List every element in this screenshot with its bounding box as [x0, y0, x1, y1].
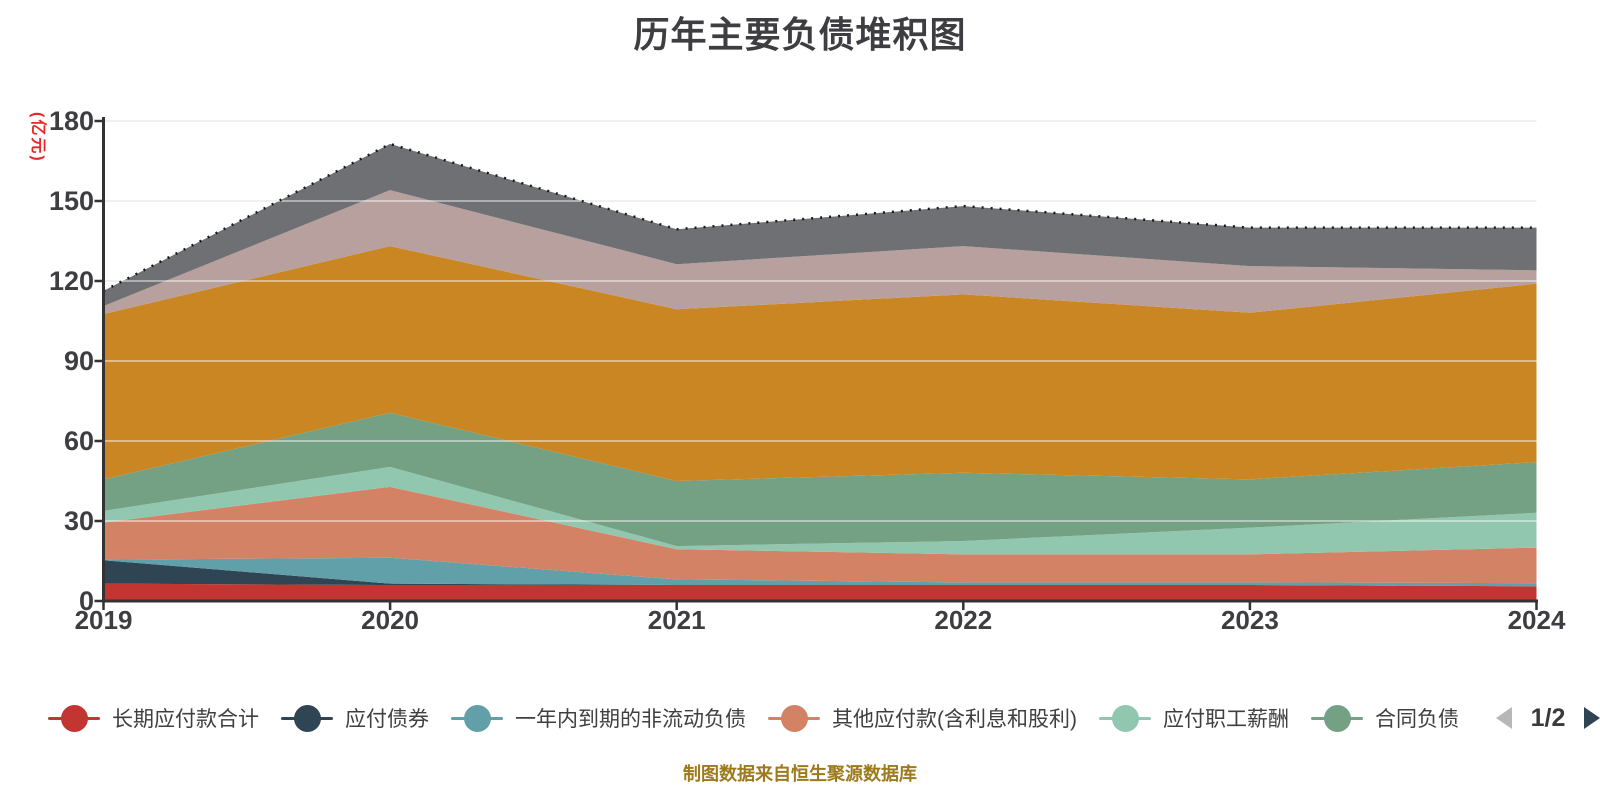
- area-series-4: [103, 466, 1537, 555]
- x-axis-label-2022: 2022: [934, 605, 993, 635]
- area-series-8: [103, 143, 1537, 307]
- area-series-5: [103, 412, 1537, 547]
- area-series-6: [103, 246, 1537, 481]
- legend-item-4[interactable]: 应付职工薪酬: [1099, 703, 1289, 733]
- x-axis-label-2019: 2019: [74, 605, 133, 635]
- legend-label: 应付债券: [345, 708, 429, 731]
- legend-marker-icon: [1099, 704, 1151, 732]
- legend-page-indicator: 1/2: [1530, 703, 1566, 732]
- y-axis-label-0: 0: [78, 586, 94, 616]
- y-axis-label-120: 120: [48, 266, 94, 296]
- legend-marker-icon: [1311, 704, 1363, 732]
- legend-marker-icon: [451, 704, 503, 732]
- legend-dot-icon: [293, 704, 321, 732]
- legend-prev-page-icon[interactable]: [1496, 707, 1512, 729]
- x-axis-label-2023: 2023: [1220, 605, 1279, 635]
- source-note: 制图数据来自恒生聚源数据库: [683, 764, 917, 784]
- legend: 长期应付款合计 应付债券 一年内到期的非流动负债 其他应付款(含利息和股利) 应付职工薪…: [48, 698, 1492, 738]
- y-axis-label-60: 60: [63, 426, 94, 456]
- legend-dot-icon: [463, 704, 491, 732]
- x-axis-label-2024: 2024: [1507, 605, 1566, 635]
- legend-item-2[interactable]: 一年内到期的非流动负债: [451, 703, 746, 733]
- legend-dot-icon: [60, 704, 88, 732]
- area-series-0: [103, 583, 1537, 601]
- legend-item-1[interactable]: 应付债券: [281, 703, 429, 733]
- legend-label: 长期应付款合计: [112, 708, 259, 731]
- legend-label: 应付职工薪酬: [1163, 708, 1289, 731]
- y-axis-label-180: 180: [48, 106, 94, 136]
- total-dotted-line: [102, 142, 1537, 292]
- legend-marker-icon: [768, 704, 820, 732]
- page-title: 历年主要负债堆积图: [633, 14, 967, 55]
- area-series-3: [103, 486, 1537, 584]
- legend-item-0[interactable]: 长期应付款合计: [48, 703, 259, 733]
- area-series-7: [103, 190, 1537, 315]
- legend-item-3[interactable]: 其他应付款(含利息和股利): [768, 703, 1077, 733]
- x-axis-label-2021: 2021: [647, 605, 706, 635]
- legend-pagination: 1/2: [1496, 698, 1600, 738]
- legend-next-page-icon[interactable]: [1583, 707, 1600, 729]
- y-axis-label-90: 90: [63, 346, 94, 376]
- legend-item-5[interactable]: 合同负债: [1311, 703, 1459, 733]
- x-axis-label-2020: 2020: [361, 605, 420, 635]
- legend-dot-icon: [1323, 704, 1351, 732]
- legend-label: 一年内到期的非流动负债: [515, 708, 746, 731]
- legend-marker-icon: [281, 704, 333, 732]
- area-series-2: [103, 557, 1537, 587]
- area-series-1: [103, 560, 1537, 587]
- legend-label: 其他应付款(含利息和股利): [832, 708, 1077, 731]
- legend-marker-icon: [48, 704, 100, 732]
- legend-dot-icon: [780, 704, 808, 732]
- y-axis-label-150: 150: [48, 186, 94, 216]
- legend-label: 合同负债: [1375, 708, 1459, 731]
- y-axis-label-30: 30: [63, 506, 94, 536]
- legend-dot-icon: [1111, 704, 1139, 732]
